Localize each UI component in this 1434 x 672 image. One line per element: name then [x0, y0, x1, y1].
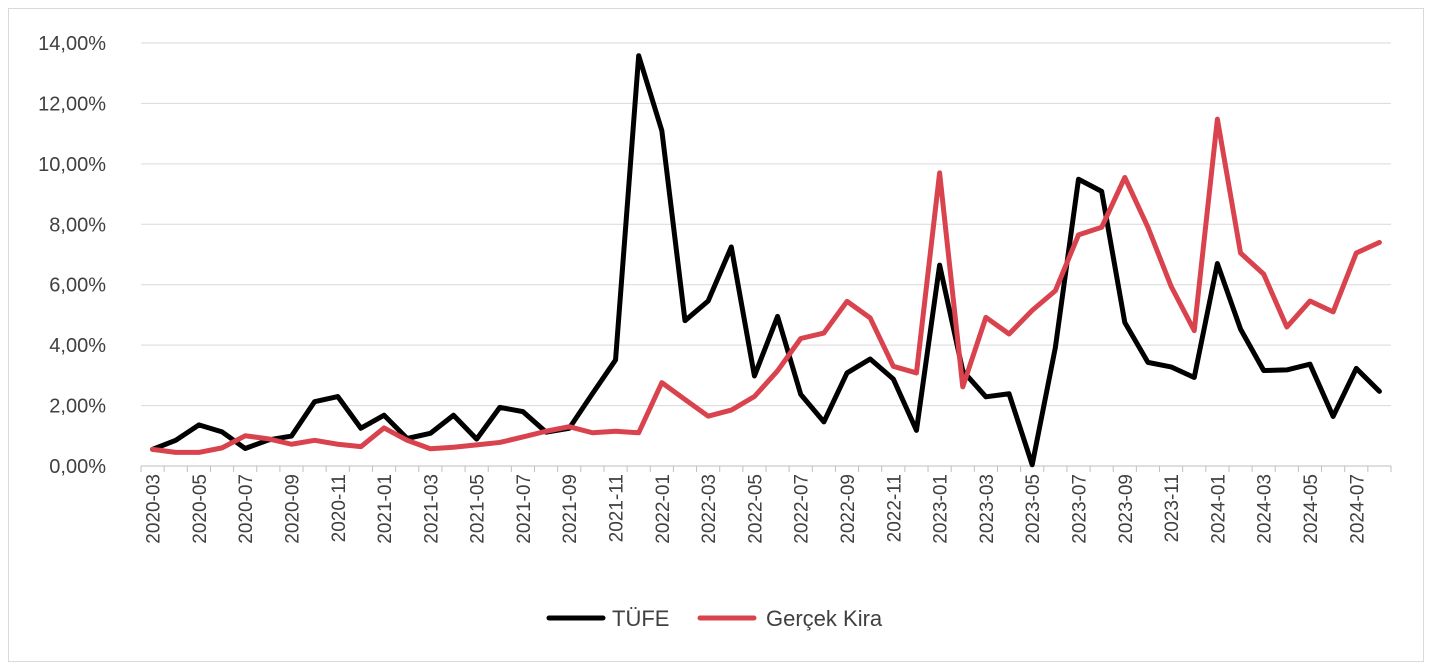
x-tick-label: 2021-03 — [421, 474, 442, 544]
x-tick-label: 2023-09 — [1116, 474, 1137, 544]
x-tick-label: 2024-05 — [1301, 474, 1322, 544]
y-tick-label: 8,00% — [49, 214, 106, 236]
y-tick-label: 4,00% — [49, 335, 106, 357]
x-tick-label: 2023-07 — [1070, 474, 1091, 544]
series-line-0 — [150, 53, 1382, 468]
x-tick-label: 2020-09 — [282, 474, 303, 544]
y-tick-label: 6,00% — [49, 275, 106, 297]
x-tick-label: 2023-01 — [931, 474, 952, 544]
x-tick-label: 2022-03 — [699, 474, 720, 544]
y-tick-label: 12,00% — [38, 93, 106, 115]
x-axis-ticks: 2020-03 2020-05 2020-07 2020-09 2020-11 2021-… — [144, 474, 1369, 544]
x-tick-label: 2023-03 — [977, 474, 998, 544]
x-tick-label: 2021-11 — [607, 474, 628, 542]
x-axis — [140, 465, 1392, 472]
x-tick-label: 2024-01 — [1208, 474, 1229, 544]
x-tick-label: 2024-03 — [1255, 474, 1276, 544]
x-tick-label: 2023-11 — [1162, 474, 1183, 542]
x-tick-label: 2023-05 — [1023, 474, 1044, 544]
legend-label-0: TÜFE — [612, 606, 669, 631]
x-tick-label: 2021-07 — [514, 474, 535, 544]
y-tick-label: 0,00% — [49, 456, 106, 478]
chart-frame — [8, 8, 1424, 662]
y-tick-label: 2,00% — [49, 396, 106, 418]
y-axis-ticks: 0,00% 2,00% 4,00% 6,00% 8,00% 10,00% 12,00% 14,… — [38, 33, 106, 478]
x-tick-label: 2022-09 — [838, 474, 859, 544]
x-tick-label: 2020-05 — [190, 474, 211, 544]
x-tick-label: 2022-01 — [653, 474, 674, 544]
x-tick-label: 2021-05 — [468, 474, 489, 544]
y-tick-label: 10,00% — [38, 154, 106, 176]
series-line-1 — [150, 116, 1382, 455]
series-lines — [150, 53, 1382, 468]
x-tick-label: 2021-01 — [375, 474, 396, 544]
x-tick-label: 2021-09 — [560, 474, 581, 544]
legend-label-1: Gerçek Kira — [766, 606, 883, 631]
x-tick-label: 2020-11 — [329, 474, 350, 542]
x-tick-label: 2022-05 — [745, 474, 766, 544]
legend: TÜFE Gerçek Kira — [546, 606, 883, 631]
x-tick-label: 2020-03 — [144, 474, 165, 544]
gridlines — [141, 42, 1391, 407]
x-tick-label: 2022-07 — [792, 474, 813, 544]
x-tick-label: 2022-11 — [884, 474, 905, 542]
x-tick-label: 2020-07 — [236, 474, 257, 544]
y-tick-label: 14,00% — [38, 33, 106, 55]
x-tick-label: 2024-07 — [1347, 474, 1368, 544]
